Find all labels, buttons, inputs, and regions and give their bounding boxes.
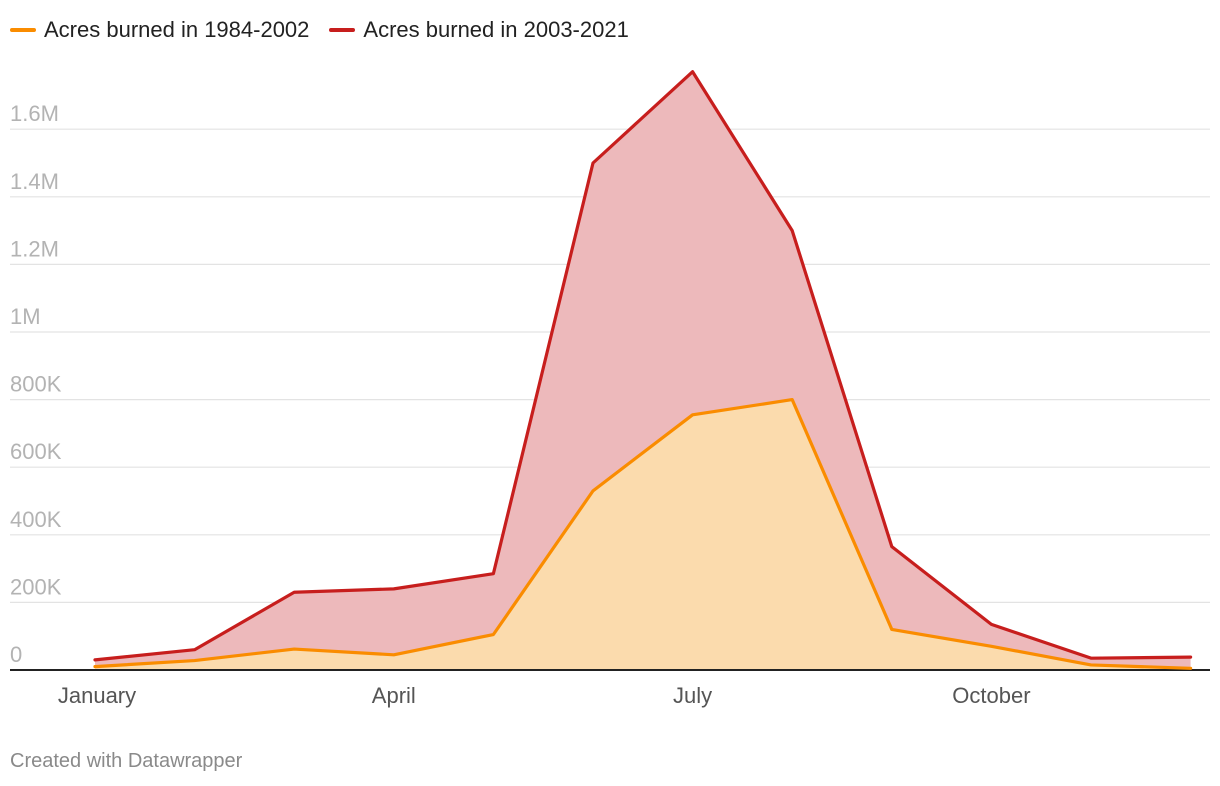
legend-label-1984-2002: Acres burned in 1984-2002 xyxy=(44,17,310,42)
area-fill-1984-2002 xyxy=(95,399,1191,670)
datawrapper-credit: Created with Datawrapper xyxy=(10,750,243,772)
y-tick-label-1.6M: 1.6M xyxy=(10,101,59,126)
y-tick-label-0: 0 xyxy=(10,642,22,667)
y-tick-label-1.2M: 1.2M xyxy=(10,236,59,261)
y-tick-label-1M: 1M xyxy=(10,304,41,329)
x-tick-label-april: April xyxy=(372,683,416,708)
legend-label-2003-2021: Acres burned in 2003-2021 xyxy=(363,17,629,42)
chart-legend: Acres burned in 1984-2002 Acres burned i… xyxy=(10,16,629,44)
y-tick-label-1.4M: 1.4M xyxy=(10,169,59,194)
series-line-2003-2021 xyxy=(93,70,1193,662)
legend-swatch-2003-2021 xyxy=(329,28,356,32)
legend-item-2003-2021: Acres burned in 2003-2021 xyxy=(329,17,629,43)
y-tick-label-400K: 400K xyxy=(10,507,62,532)
series-line-1984-2002 xyxy=(93,398,1193,670)
area-chart: 0 200K 400K 600K 800K 1M 1.2M 1.4M 1.6M January Ap… xyxy=(10,70,1210,708)
legend-item-1984-2002: Acres burned in 1984-2002 xyxy=(10,17,309,43)
area-fill-2003-2021 xyxy=(95,71,1191,671)
x-tick-label-january: January xyxy=(58,683,136,708)
y-tick-label-200K: 200K xyxy=(10,574,62,599)
legend-swatch-1984-2002 xyxy=(10,28,36,32)
y-tick-label-600K: 600K xyxy=(10,439,62,464)
y-tick-label-800K: 800K xyxy=(10,372,62,397)
x-tick-label-july: July xyxy=(673,683,712,708)
x-tick-label-october: October xyxy=(952,683,1030,708)
